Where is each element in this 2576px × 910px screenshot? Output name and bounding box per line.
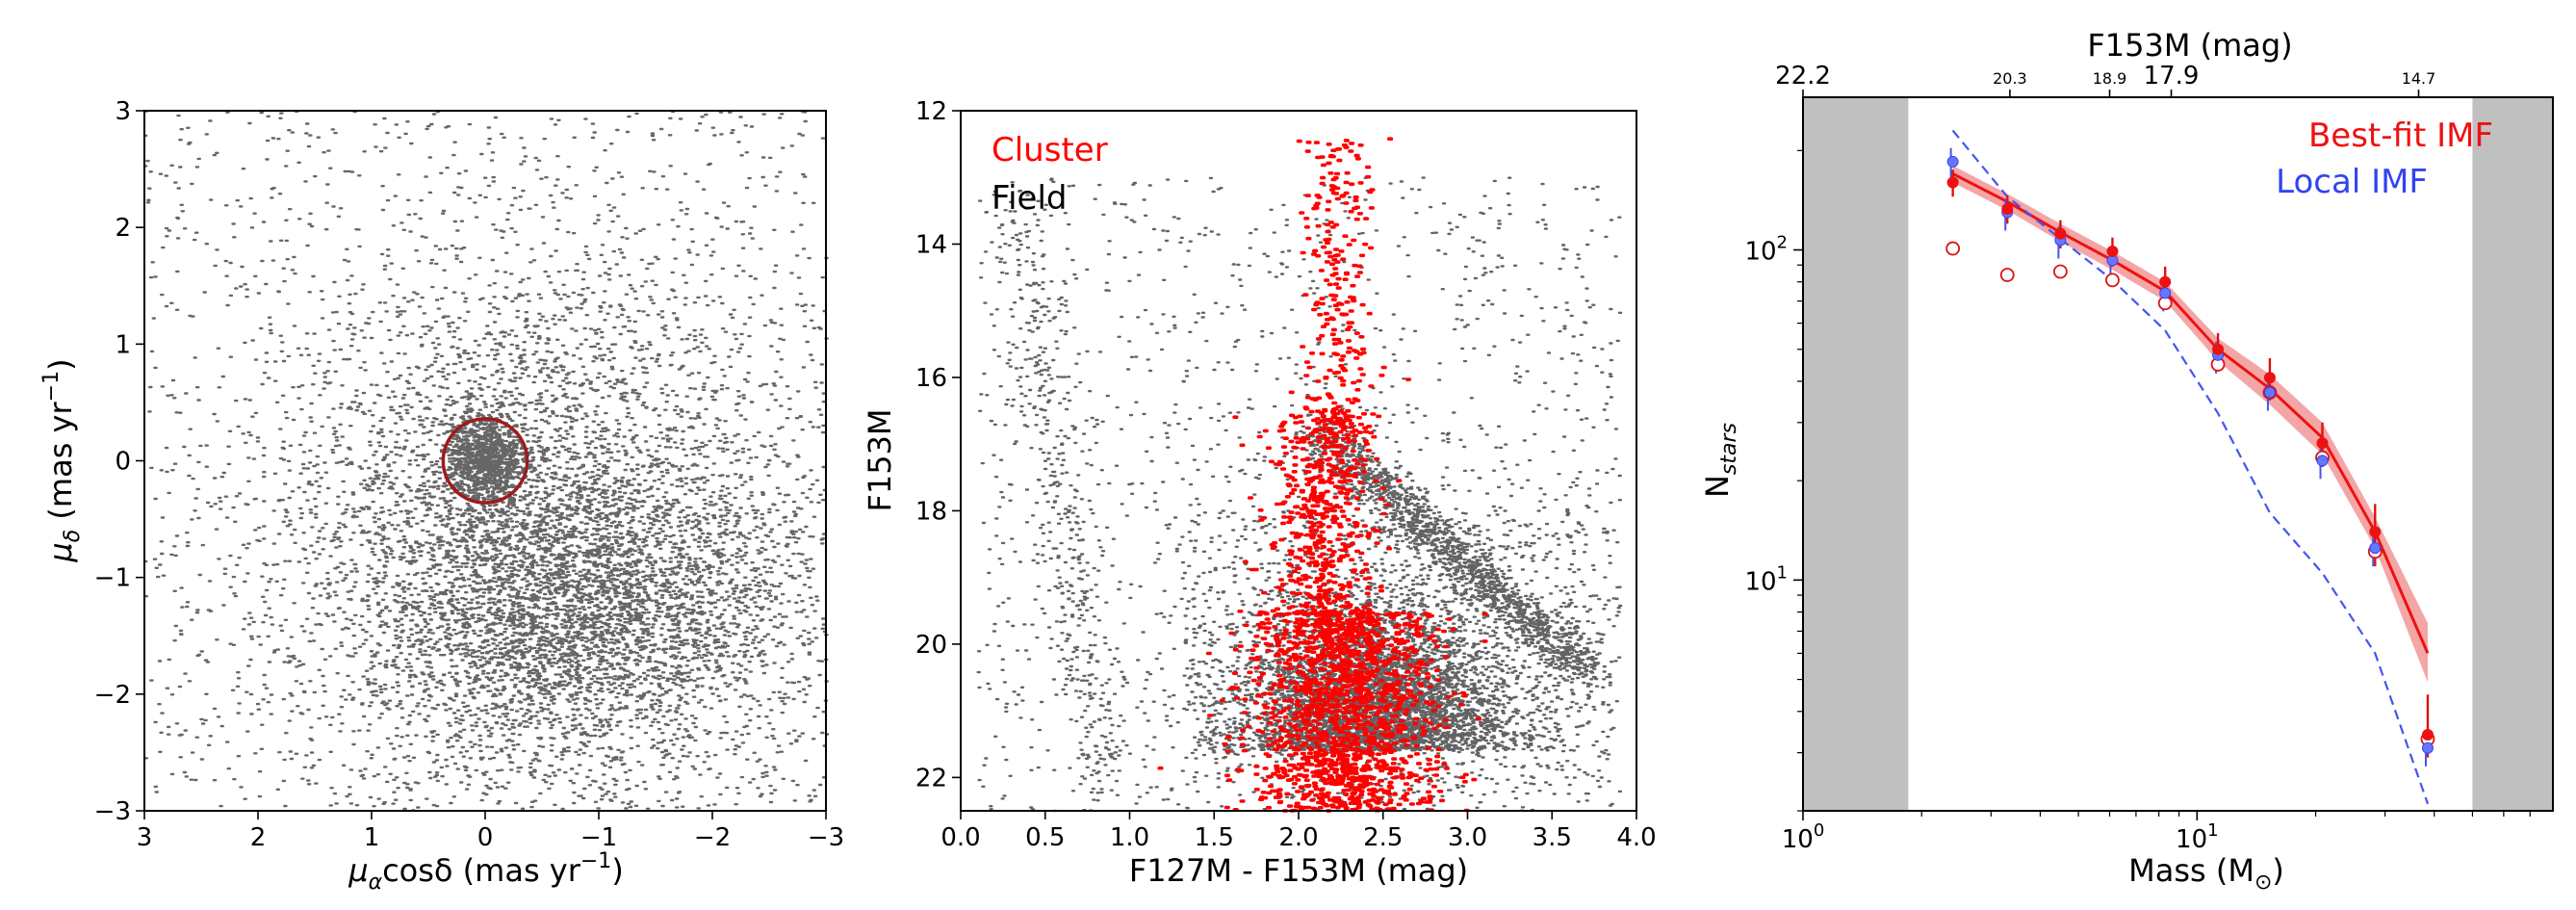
excluded-regions <box>1803 97 2553 811</box>
x-tick-label: 0 <box>477 823 494 852</box>
cluster-star-points <box>1157 137 1488 813</box>
x-tick-label: −2 <box>694 823 731 852</box>
x-tick-label: 2.5 <box>1363 823 1403 852</box>
x-axis-title: F127M - F153M (mag) <box>1129 852 1468 889</box>
mass-function-axes: 100 101 101 102 22.2 20.3 18.9 17.9 14.7 <box>1744 62 2554 854</box>
x-tick-label: 101 <box>2176 820 2219 854</box>
x-tick-label: 3 <box>137 823 153 852</box>
y-tick-label: 16 <box>915 364 947 393</box>
proper-motion-points <box>142 110 830 812</box>
y-tick-label: 102 <box>1744 233 1788 267</box>
observed-point <box>1946 176 1959 189</box>
proper-motion-axes: 3 2 1 0 −1 −2 −3 −3 −2 −1 0 1 2 3 <box>94 97 844 852</box>
legend-local-imf: Local IMF <box>2276 163 2428 201</box>
x-tick-label: 3.0 <box>1448 823 1487 852</box>
y-tick-label: 20 <box>915 631 947 660</box>
cluster-scatter-points <box>1157 137 1488 813</box>
x-tick-label: 3.5 <box>1533 823 1572 852</box>
x-tick-label: 1 <box>364 823 380 852</box>
y-axis-title: Nstars <box>1699 423 1741 498</box>
legend-cluster: Cluster <box>992 131 1108 169</box>
uncorrected-point <box>2052 264 2068 279</box>
y-tick-label: 18 <box>915 497 947 526</box>
observed-point <box>2316 437 2329 450</box>
top-tick-label: 17.9 <box>2144 62 2200 91</box>
uncorrected-point <box>1999 268 2015 282</box>
best-fit-uncertainty-band <box>1952 166 2428 683</box>
best-fit-band-group <box>1952 166 2428 683</box>
x-tick-label: 4.0 <box>1616 823 1656 852</box>
x-tick-label: −3 <box>808 823 844 852</box>
x-axis-title: Mass (M⊙) <box>2128 852 2284 895</box>
observed-point <box>2369 526 2382 538</box>
y-tick-label: 22 <box>915 764 947 793</box>
x-tick-label: 0.5 <box>1025 823 1065 852</box>
local-imf-point <box>2263 386 2276 399</box>
mass-function-panel: 100 101 101 102 22.2 20.3 18.9 17.9 14.7 Best-fi… <box>1699 27 2554 895</box>
selection-circle-group <box>441 417 529 505</box>
y-tick-label: −2 <box>94 681 131 710</box>
plot-frame <box>1802 96 2554 812</box>
excluded-mass-region <box>2472 97 2553 811</box>
legend-field: Field <box>992 179 1067 218</box>
y-tick-label: −3 <box>94 797 131 826</box>
x-axis-title: μαcosδ (mas yr−1) <box>348 849 624 895</box>
y-tick-label: 1 <box>115 330 131 359</box>
y-tick-label: 3 <box>115 97 131 126</box>
cmd-panel: 0.0 0.5 1.0 1.5 2.0 2.5 3.0 3.5 4.0121416182022 … <box>862 97 1657 889</box>
observed-point <box>2001 203 2014 216</box>
uncorrected-point <box>1945 241 1961 256</box>
x-tick-label: 2.0 <box>1278 823 1318 852</box>
top-tick-label: 18.9 <box>2093 69 2127 88</box>
y-tick-label: 0 <box>115 448 131 477</box>
observed-point <box>2054 227 2067 240</box>
local-imf-line <box>1951 129 2430 805</box>
observed-point <box>2106 246 2119 258</box>
observed-points <box>1945 147 2435 767</box>
y-tick-label: 12 <box>915 97 947 126</box>
top-axis-title: F153M (mag) <box>2087 27 2292 64</box>
x-tick-label: 1.5 <box>1195 823 1234 852</box>
observed-point <box>2421 728 2434 741</box>
y-tick-label: 2 <box>115 214 131 243</box>
y-tick-label: 101 <box>1744 562 1788 596</box>
y-tick-label: 14 <box>915 230 947 259</box>
top-tick-label: 14.7 <box>2402 69 2436 88</box>
local-imf-point <box>2421 741 2434 754</box>
x-tick-label: 100 <box>1782 820 1825 854</box>
x-tick-label: 1.0 <box>1110 823 1149 852</box>
excluded-mass-region <box>1803 97 1909 811</box>
top-tick-label: 20.3 <box>1993 69 2027 88</box>
uncorrected-point <box>2105 273 2120 288</box>
top-tick-label: 22.2 <box>1775 62 1831 91</box>
selection-circle <box>441 417 529 505</box>
observed-point <box>2212 343 2225 355</box>
proper-motion-panel: 3 2 1 0 −1 −2 −3 −3 −2 −1 0 1 2 3 μαcosδ (mas yr−1) μ… <box>39 97 844 895</box>
observed-point <box>2263 372 2276 384</box>
legend-best-fit-imf: Best-fit IMF <box>2308 117 2493 155</box>
local-imf-point <box>2369 542 2382 555</box>
y-tick-label: −1 <box>94 564 131 593</box>
x-tick-label: −1 <box>580 823 617 852</box>
y-axis-title: μδ (mas yr−1) <box>39 358 85 562</box>
best-fit-imf-line <box>1951 172 2430 654</box>
model-lines <box>1951 129 2430 805</box>
y-axis-title: F153M <box>862 408 898 511</box>
local-imf-point <box>1946 155 1959 168</box>
x-tick-label: 2 <box>250 823 267 852</box>
local-imf-point <box>2159 287 2172 299</box>
cmd-axes: 0.0 0.5 1.0 1.5 2.0 2.5 3.0 3.5 4.0 12 14 16 18 20 22 <box>915 97 1657 852</box>
pm-scatter-points <box>142 110 830 812</box>
local-imf-point <box>2316 455 2329 467</box>
observed-point <box>2159 275 2172 288</box>
x-tick-label: 0.0 <box>940 823 980 852</box>
